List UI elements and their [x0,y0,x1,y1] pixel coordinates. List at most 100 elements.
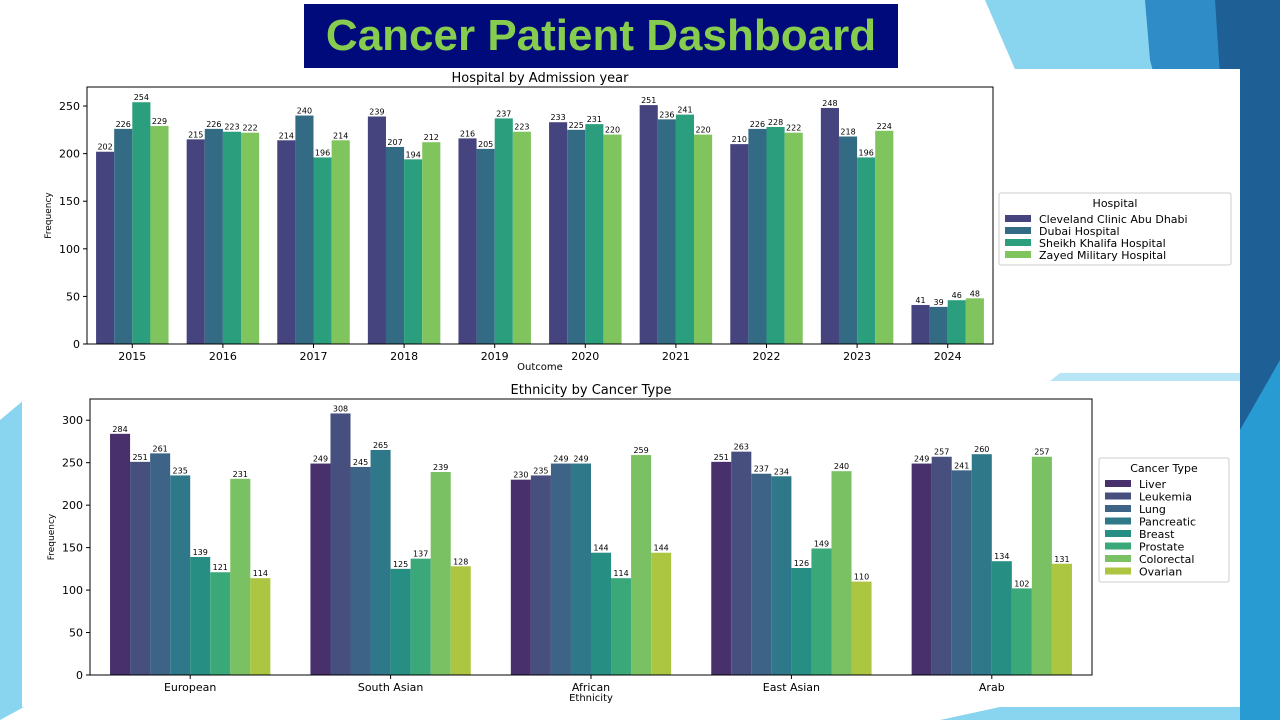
bar [550,463,571,675]
plot-frame [89,398,1093,676]
ethnicity-by-cancer-chart: Ethnicity by Cancer Type 0 50 100 150 200 250 3… [47,383,1230,704]
bar [385,146,405,344]
bar [241,132,260,344]
bar [530,475,551,675]
bar-value-label: 223 [224,123,239,132]
bar-value-label: 125 [393,560,408,569]
bar [130,461,151,675]
bar-value-label: 139 [193,548,208,557]
bar-value-label: 224 [877,122,892,131]
bar-value-label: 48 [970,289,980,298]
bar [430,472,451,675]
bar-value-label: 248 [822,99,837,108]
bar [330,413,351,675]
hospital-chart-panel: Hospital by Admission year 0 50 100 150 200 25… [22,69,1240,373]
bar [947,300,966,344]
bar [370,449,391,675]
chart-title: Hospital by Admission year [452,71,630,86]
legend-entry: Pancreatic [1139,516,1196,529]
bar-value-label: 207 [387,138,402,147]
x-tick-label: European [164,681,216,694]
legend-swatch [1005,251,1031,258]
bar [458,138,477,344]
bar [390,568,411,675]
x-tick-label: East Asian [763,681,820,694]
bar [911,304,930,344]
x-tick-label: 2024 [934,350,962,363]
bar-value-label: 149 [814,539,829,548]
bar-value-label: 226 [750,120,765,129]
legend-box [998,192,1232,266]
bar [951,470,972,675]
bar [639,105,658,344]
bar-value-label: 223 [514,123,529,132]
bar [1031,456,1052,675]
bar-value-label: 41 [915,296,925,305]
bar-value-label: 237 [496,109,511,118]
bar-value-label: 102 [1014,579,1029,588]
bar-value-label: 241 [677,106,692,115]
x-tick-label: 2018 [390,350,418,363]
bar [476,148,495,344]
bar-value-label: 230 [513,471,528,480]
bar [771,476,792,675]
bar-value-label: 245 [353,458,368,467]
deco-shape-strip [1050,373,1240,381]
bar [784,132,803,344]
bar-value-label: 202 [97,143,112,152]
y-tick-label: 150 [62,542,83,555]
legend-swatch [1005,227,1031,234]
bar-value-label: 137 [413,550,428,559]
bar-value-label: 249 [914,455,929,464]
bar [190,556,211,675]
bar-value-label: 144 [593,544,608,553]
x-axis-label: Outcome [517,362,563,373]
bar-value-label: 249 [553,455,568,464]
bar-value-label: 220 [695,126,710,135]
bar-value-label: 260 [974,445,989,454]
hospital-by-year-chart: Hospital by Admission year 0 50 100 150 200 25… [44,71,1232,373]
bar-value-label: 128 [453,557,468,566]
bar-value-label: 239 [369,108,384,117]
legend-swatch [1105,530,1131,537]
bar [911,463,932,675]
x-tick-label: 2019 [481,350,509,363]
bar [250,578,271,675]
bar-value-label: 210 [732,135,747,144]
bar [675,114,695,344]
x-tick-label: South Asian [358,681,424,694]
bar-value-label: 39 [934,298,944,307]
bar-value-label: 226 [116,120,131,129]
bar [585,124,604,344]
legend-swatch [1105,505,1131,512]
bar-value-label: 131 [1054,555,1069,564]
legend-swatch [1005,215,1031,222]
bar-value-label: 235 [533,466,548,475]
bar-value-label: 259 [633,446,648,455]
bar-value-label: 228 [768,118,783,127]
y-tick-label: 200 [59,148,80,161]
bar-value-label: 263 [734,443,749,452]
y-tick-label: 50 [69,627,83,640]
bar [567,129,586,344]
bar [222,131,242,344]
legend-title: Cancer Type [1130,462,1198,475]
bar-value-label: 265 [373,441,388,450]
y-axis-label: Frequency [47,513,57,560]
bar-value-label: 222 [786,124,801,133]
bar [711,461,732,675]
legend-entry: Ovarian [1139,566,1182,579]
bar [367,116,386,344]
bar [929,306,948,344]
y-tick-label: 100 [59,243,80,256]
y-tick-label: 0 [73,338,80,351]
bar [591,552,612,675]
bar [170,475,191,675]
bar-value-label: 114 [253,569,268,578]
bar [204,128,223,344]
bar-value-label: 257 [1034,448,1049,457]
legend-swatch [1005,239,1031,246]
bar-value-label: 220 [605,126,620,135]
x-tick-label: 2016 [209,350,237,363]
bar-value-label: 251 [132,453,147,462]
